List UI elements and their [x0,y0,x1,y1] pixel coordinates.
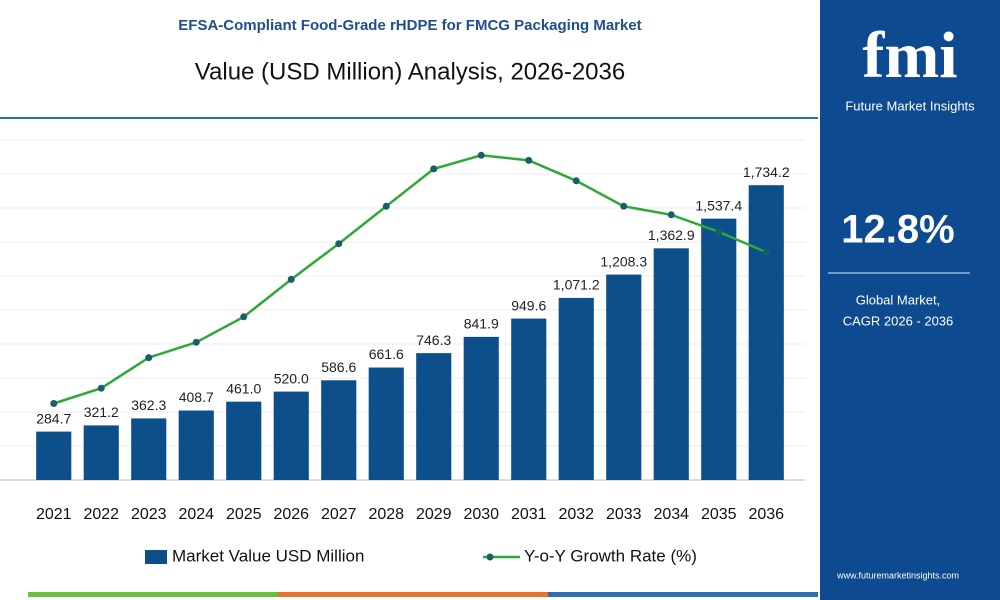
legend-swatch [486,553,494,561]
value-label: 1,734.2 [743,164,790,180]
growth-marker [382,202,390,210]
x-tick-label: 2034 [653,506,689,523]
value-label: 949.6 [511,297,546,313]
legend-swatch [145,550,167,564]
bar [416,353,452,480]
x-tick-label: 2031 [511,506,547,523]
bar [748,185,784,480]
value-label: 746.3 [416,332,451,348]
x-tick-label: 2021 [36,506,72,523]
legend-label: Y-o-Y Growth Rate (%) [524,546,697,565]
growth-marker [477,151,485,159]
value-label: 321.2 [84,404,119,420]
bar [83,425,119,480]
x-tick-label: 2029 [416,506,452,523]
bar [368,367,404,480]
growth-marker [240,313,248,321]
bar [511,318,547,480]
value-label: 362.3 [131,397,166,413]
footer-strip [278,592,548,597]
growth-marker [667,211,675,219]
bar [273,391,309,480]
x-tick-label: 2030 [463,506,499,523]
x-tick-label: 2036 [748,506,784,523]
x-tick-label: 2025 [226,506,262,523]
bar [321,380,357,480]
growth-line [53,154,767,405]
growth-marker [620,202,628,210]
plot: 2021 2022 2023 2024 2025 2026 2027 2028 2029 2030… [0,139,805,565]
bar [178,410,214,480]
value-label: 520.0 [274,370,309,386]
x-tick-label: 2033 [606,506,642,523]
bar [653,248,689,480]
bar [701,218,737,480]
value-label: 661.6 [369,346,404,362]
value-label: 461.0 [226,380,261,396]
footer-strip [28,592,278,597]
value-label: 1,071.2 [553,277,600,293]
chart-title: EFSA-Compliant Food-Grade rHDPE for FMCG… [178,17,641,34]
value-label: 1,362.9 [648,227,695,243]
growth-marker [572,177,580,185]
bar [558,297,594,480]
growth-marker [287,275,295,283]
growth-marker [762,248,770,256]
website: www.futuremarketinsights.com [836,570,959,580]
value-label: 284.7 [36,410,71,426]
x-tick-label: 2023 [131,506,167,523]
logo: fmi [862,19,957,92]
growth-marker [715,228,723,236]
bar [131,418,167,480]
x-tick-label: 2028 [368,506,404,523]
bar [36,431,72,480]
value-label: 1,537.4 [695,197,742,213]
x-tick-label: 2027 [321,506,357,523]
bar [606,274,642,480]
brand: Future Market Insights [845,98,975,113]
x-tick-label: 2035 [701,506,737,523]
cagr-label: CAGR 2026 - 2036 [843,313,954,328]
value-label: 586.6 [321,359,356,375]
footer-strip [548,592,818,597]
x-tick-label: 2024 [178,506,214,523]
growth-marker [525,156,533,164]
bar [463,336,499,480]
growth-marker [430,165,438,173]
growth-marker [192,338,200,346]
value-label: 841.9 [464,316,499,332]
cagr-label: Global Market, [856,292,941,307]
growth-marker [335,240,343,248]
growth-marker [50,400,58,407]
x-tick-label: 2026 [273,506,309,523]
cagr-value: 12.8% [841,208,954,252]
value-label: 408.7 [179,389,214,405]
legend-label: Market Value USD Million [172,546,364,565]
x-tick-label: 2022 [83,506,119,523]
x-tick-label: 2032 [558,506,594,523]
value-label: 1,208.3 [600,253,647,269]
sidebar [820,0,1000,600]
chart-subtitle: Value (USD Million) Analysis, 2026-2036 [195,58,625,85]
growth-marker [97,384,105,392]
bar [226,401,262,480]
growth-marker [145,354,153,362]
